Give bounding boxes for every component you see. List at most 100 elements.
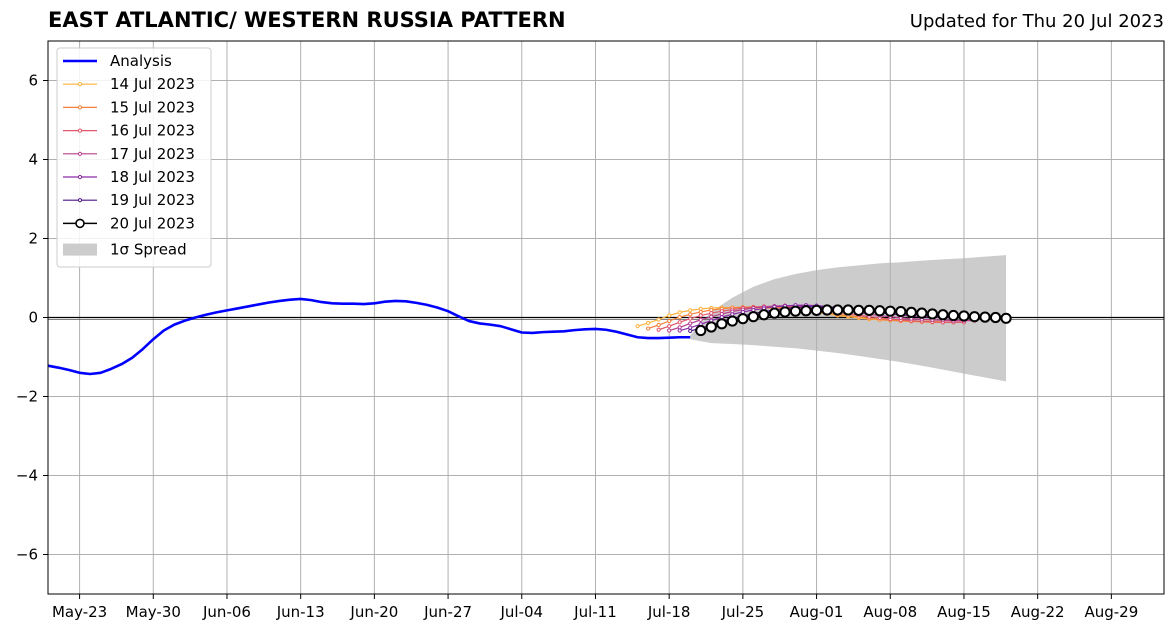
forecast-point — [646, 326, 651, 331]
forecast-point — [646, 320, 651, 326]
forecast-point-latest — [789, 305, 802, 317]
forecast-point — [688, 328, 693, 334]
forecast-point — [656, 322, 661, 328]
y-tick-label: 2 — [28, 230, 38, 248]
forecast-point-latest — [937, 309, 949, 321]
series-layer — [47, 297, 1012, 376]
legend-label: 15 Jul 2023 — [110, 98, 195, 116]
forecast-point — [688, 316, 693, 321]
forecast-point-latest — [979, 311, 991, 323]
y-tick-label: −4 — [16, 467, 38, 485]
forecast-point — [667, 324, 672, 329]
forecast-point-latest — [989, 311, 1002, 324]
legend-label: 18 Jul 2023 — [110, 168, 195, 186]
legend-swatch-marker — [75, 218, 85, 229]
forecast-point — [656, 317, 661, 322]
forecast-point — [688, 321, 693, 326]
legend-label: 19 Jul 2023 — [110, 191, 195, 209]
axis-layer: May-23 May-30 Jun-06 Jun-13 Jun-20 Jun-27 Jul-… — [16, 40, 1165, 621]
legend-label: Analysis — [110, 52, 172, 70]
forecast-point — [656, 327, 661, 332]
x-tick-label: Jun-06 — [202, 603, 251, 621]
forecast-point-latest — [768, 307, 781, 319]
updated-date-label: Updated for Thu 20 Jul 2023 — [909, 11, 1164, 32]
forecast-point — [677, 320, 682, 325]
forecast-point-latest — [716, 318, 728, 330]
x-tick-label: May-23 — [52, 603, 107, 621]
x-tick-label: May-30 — [126, 603, 181, 621]
forecast-point — [635, 324, 640, 329]
x-tick-label: Aug-01 — [790, 603, 844, 621]
forecast-point-latest — [810, 304, 823, 316]
forecast-point-latest — [842, 304, 854, 316]
y-tick-label: 6 — [28, 72, 38, 90]
forecast-point-latest — [863, 304, 875, 316]
forecast-point-latest — [926, 308, 938, 320]
forecast-point-latest — [874, 305, 886, 317]
forecast-point-latest — [958, 310, 970, 322]
forecast-point — [667, 318, 672, 324]
forecast-point-latest — [695, 324, 707, 337]
forecast-point-latest — [800, 305, 812, 317]
series-line-analysis — [47, 297, 691, 376]
x-tick-label: Jul-04 — [499, 603, 543, 621]
forecast-point-latest — [968, 311, 981, 323]
y-tick-label: −6 — [16, 546, 38, 564]
forecast-point-latest — [947, 309, 960, 322]
forecast-point-latest — [821, 304, 833, 316]
x-tick-label: Jun-27 — [423, 603, 472, 621]
x-tick-label: Jul-25 — [721, 603, 765, 621]
forecast-point — [677, 310, 682, 315]
forecast-point — [709, 314, 714, 319]
legend-swatch-marker — [77, 174, 83, 180]
forecast-point-latest — [737, 313, 749, 325]
legend-swatch-marker — [77, 151, 83, 156]
legend-label: 20 Jul 2023 — [110, 214, 195, 232]
legend-swatch-marker — [77, 128, 83, 133]
x-tick-label: Aug-08 — [863, 603, 917, 621]
forecast-point-latest — [726, 315, 738, 327]
forecast-point — [667, 328, 672, 333]
x-tick-label: Aug-22 — [1011, 603, 1065, 621]
x-tick-label: Aug-15 — [937, 603, 991, 621]
legend-swatch-spread — [63, 243, 97, 256]
x-tick-label: Jul-18 — [647, 603, 691, 621]
forecast-point-latest — [895, 305, 907, 318]
forecast-point — [698, 317, 703, 322]
forecast-point — [688, 312, 693, 317]
forecast-point — [667, 313, 672, 318]
forecast-point-latest — [1000, 312, 1012, 324]
x-tick-label: Jun-13 — [276, 603, 325, 621]
forecast-point-latest — [853, 304, 865, 316]
legend: Analysis 14 Jul 2023 15 Jul 2023 16 Jul 202… — [56, 47, 212, 268]
legend-label-spread: 1σ Spread — [110, 241, 187, 259]
legend-swatch-marker — [77, 105, 83, 110]
x-tick-label: Jul-11 — [573, 603, 617, 621]
legend-swatch-marker — [77, 82, 83, 87]
forecast-point — [698, 313, 703, 318]
legend-box — [56, 47, 212, 268]
x-tick-label: Aug-29 — [1084, 603, 1138, 621]
legend-label: 17 Jul 2023 — [110, 145, 195, 163]
forecast-point-latest — [758, 309, 770, 321]
y-tick-label: 4 — [28, 151, 38, 169]
forecast-point — [688, 308, 693, 313]
forecast-point — [677, 315, 682, 320]
forecast-point-latest — [916, 307, 928, 319]
forecast-point — [698, 309, 703, 315]
legend-label: 16 Jul 2023 — [110, 122, 195, 140]
forecast-point-latest — [705, 321, 717, 333]
y-tick-label: −2 — [16, 388, 38, 406]
forecast-point-latest — [747, 311, 759, 323]
forecast-point-latest — [832, 304, 844, 316]
legend-label: 14 Jul 2023 — [110, 75, 195, 93]
chart-title: EAST ATLANTIC/ WESTERN RUSSIA PATTERN — [48, 8, 566, 32]
forecast-point — [709, 311, 714, 316]
legend-swatch-marker — [77, 198, 83, 203]
x-tick-label: Jun-20 — [349, 603, 398, 621]
forecast-point-latest — [779, 306, 791, 318]
forecast-point-latest — [905, 306, 917, 318]
forecast-point-latest — [884, 305, 896, 317]
forecast-point — [677, 328, 682, 333]
